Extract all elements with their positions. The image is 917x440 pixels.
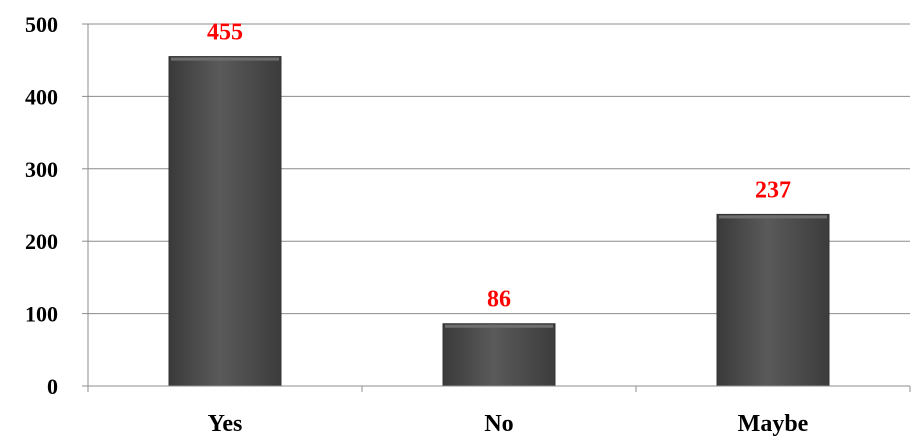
data-label-yes: 455 [207, 20, 243, 46]
y-tick-label: 100 [25, 302, 58, 327]
labels: 0 100 200 300 400 500 455 Yes 86 No 237 Maybe [25, 12, 809, 437]
category-label-no: No [484, 411, 513, 437]
data-label-no: 86 [487, 287, 511, 313]
data-label-maybe: 237 [755, 177, 791, 203]
category-label-yes: Yes [208, 411, 243, 437]
y-tick-label: 200 [25, 229, 58, 254]
bar-top-highlight [445, 324, 553, 328]
bar-top-highlight [719, 215, 827, 219]
bars [168, 56, 830, 387]
bar-no [442, 323, 556, 387]
bar-yes [168, 56, 282, 387]
y-tick-label: 500 [25, 12, 58, 37]
axes [82, 23, 911, 392]
y-tick-label: 0 [47, 374, 58, 399]
y-tick-label: 300 [25, 157, 58, 182]
bar-maybe [716, 213, 830, 387]
category-label-maybe: Maybe [738, 411, 809, 437]
bar-top-highlight [171, 57, 279, 61]
y-tick-label: 400 [25, 84, 58, 109]
